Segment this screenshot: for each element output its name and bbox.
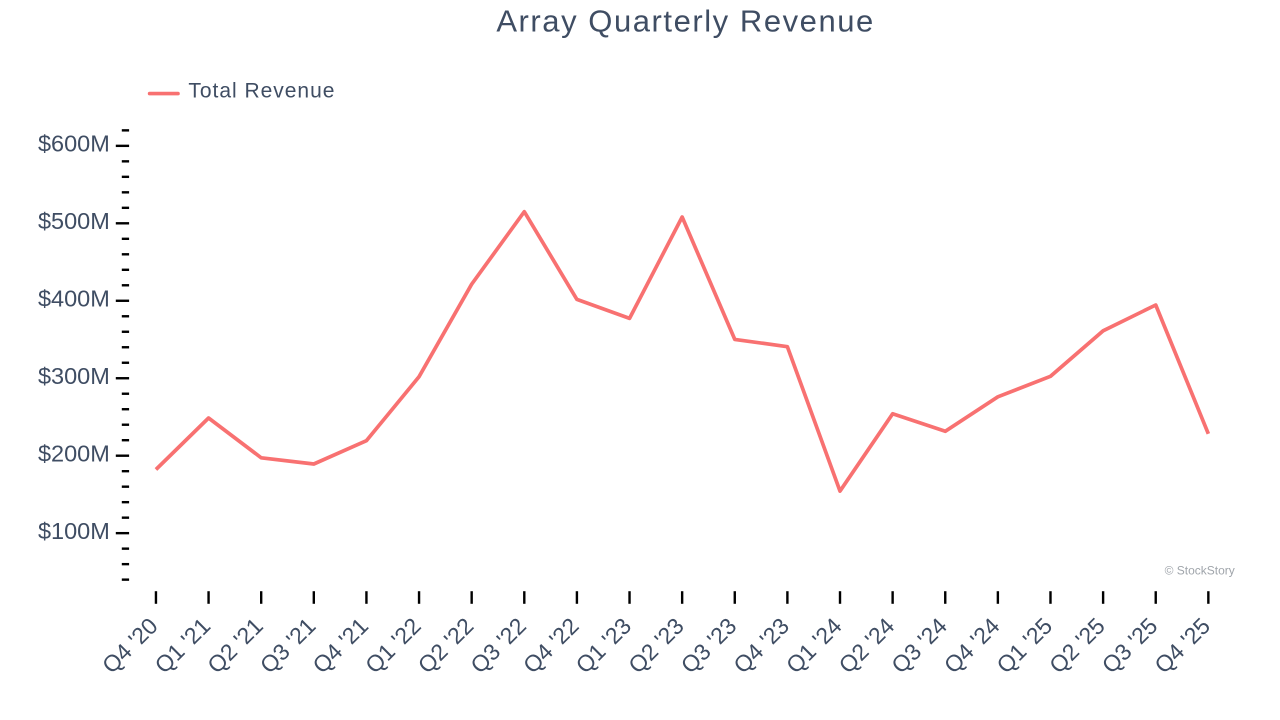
- svg-text:$500M: $500M: [38, 208, 110, 234]
- svg-text:$400M: $400M: [38, 286, 110, 312]
- svg-text:Array Quarterly Revenue: Array Quarterly Revenue: [496, 4, 875, 39]
- svg-text:$300M: $300M: [38, 363, 110, 389]
- svg-text:Total Revenue: Total Revenue: [188, 79, 335, 102]
- svg-text:© StockStory: © StockStory: [1165, 564, 1235, 578]
- svg-text:$200M: $200M: [38, 441, 110, 467]
- svg-text:$100M: $100M: [38, 518, 110, 544]
- svg-text:$600M: $600M: [38, 131, 110, 157]
